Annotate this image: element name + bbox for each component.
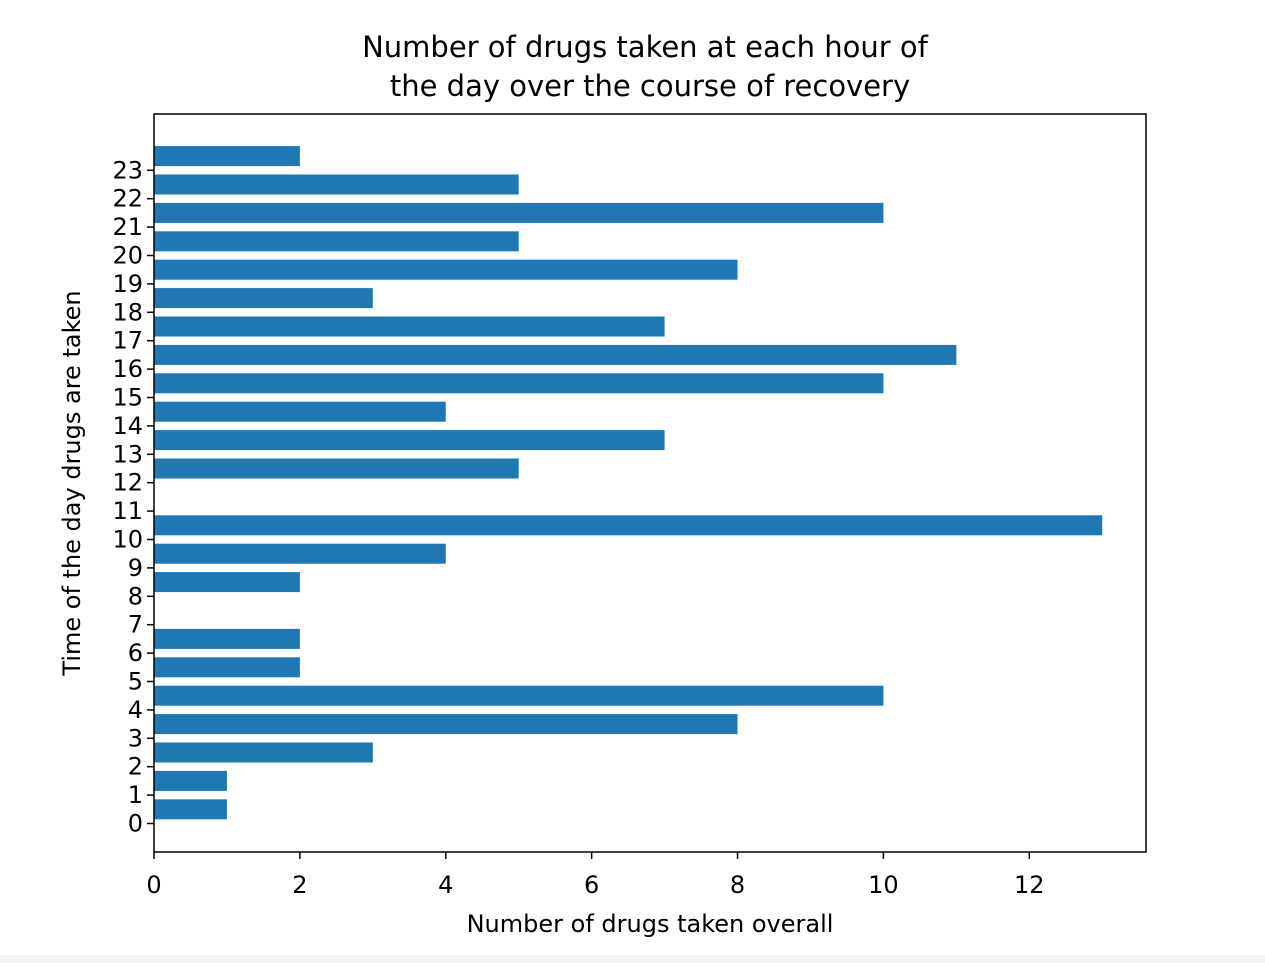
y-tick-label-8: 8 bbox=[128, 582, 143, 610]
y-tick-label-18: 18 bbox=[112, 298, 143, 326]
bar-hour-19 bbox=[154, 259, 738, 280]
y-tick-label-14: 14 bbox=[112, 412, 143, 440]
y-tick-label-6: 6 bbox=[128, 639, 143, 667]
bar-hour-16 bbox=[154, 344, 957, 365]
x-tick-label-8: 8 bbox=[730, 871, 745, 899]
bar-hour-21 bbox=[154, 202, 884, 223]
y-tick-label-9: 9 bbox=[128, 554, 143, 582]
x-axis-label: Number of drugs taken overall bbox=[467, 910, 834, 938]
y-tick-label-22: 22 bbox=[112, 185, 143, 213]
y-tick-label-0: 0 bbox=[128, 810, 143, 838]
y-tick-label-15: 15 bbox=[112, 384, 143, 412]
chart-title-line-2: the day over the course of recovery bbox=[390, 69, 910, 103]
x-tick-label-6: 6 bbox=[584, 871, 599, 899]
y-tick-label-19: 19 bbox=[112, 270, 143, 298]
bar-hour-10 bbox=[154, 515, 1103, 536]
y-tick-label-16: 16 bbox=[112, 355, 143, 383]
y-tick-label-11: 11 bbox=[112, 497, 143, 525]
y-tick-label-23: 23 bbox=[112, 156, 143, 184]
y-tick-label-12: 12 bbox=[112, 469, 143, 497]
y-tick-label-5: 5 bbox=[128, 668, 143, 696]
y-axis-label: Time of the day drugs are taken bbox=[58, 290, 86, 676]
y-tick-label-7: 7 bbox=[128, 611, 143, 639]
chart-title-line-1: Number of drugs taken at each hour of bbox=[362, 30, 929, 64]
bar-hour-22 bbox=[154, 174, 519, 195]
bar-hour-8 bbox=[154, 572, 300, 593]
y-tick-label-4: 4 bbox=[128, 696, 143, 724]
x-tick-label-2: 2 bbox=[292, 871, 307, 899]
x-axis-ticks: 0 2 4 6 8 10 12 bbox=[146, 852, 1045, 899]
bar-hour-18 bbox=[154, 288, 373, 309]
y-tick-label-17: 17 bbox=[112, 327, 143, 355]
bar-hour-4 bbox=[154, 685, 884, 706]
bar-hour-23 bbox=[154, 146, 300, 167]
x-tick-label-4: 4 bbox=[438, 871, 453, 899]
bottom-strip bbox=[0, 955, 1265, 963]
y-tick-label-3: 3 bbox=[128, 724, 143, 752]
y-tick-label-21: 21 bbox=[112, 213, 143, 241]
x-tick-label-0: 0 bbox=[146, 871, 161, 899]
y-tick-label-20: 20 bbox=[112, 242, 143, 270]
bar-hour-2 bbox=[154, 742, 373, 763]
x-tick-label-12: 12 bbox=[1014, 871, 1045, 899]
y-tick-label-13: 13 bbox=[112, 440, 143, 468]
bars-layer bbox=[154, 146, 1103, 820]
plot-frame bbox=[153, 113, 1147, 853]
bar-hour-3 bbox=[154, 714, 738, 735]
y-tick-label-2: 2 bbox=[128, 753, 143, 781]
bar-hour-15 bbox=[154, 373, 884, 394]
bar-hour-9 bbox=[154, 543, 446, 564]
bar-hour-17 bbox=[154, 316, 665, 337]
bar-hour-14 bbox=[154, 401, 446, 422]
bar-hour-13 bbox=[154, 430, 665, 451]
x-tick-label-10: 10 bbox=[868, 871, 899, 899]
bar-hour-12 bbox=[154, 458, 519, 479]
bar-hour-0 bbox=[154, 799, 227, 820]
y-tick-label-1: 1 bbox=[128, 781, 143, 809]
bar-hour-5 bbox=[154, 657, 300, 678]
bar-hour-20 bbox=[154, 231, 519, 252]
bar-hour-1 bbox=[154, 770, 227, 791]
y-tick-label-10: 10 bbox=[112, 526, 143, 554]
bar-hour-6 bbox=[154, 628, 300, 649]
